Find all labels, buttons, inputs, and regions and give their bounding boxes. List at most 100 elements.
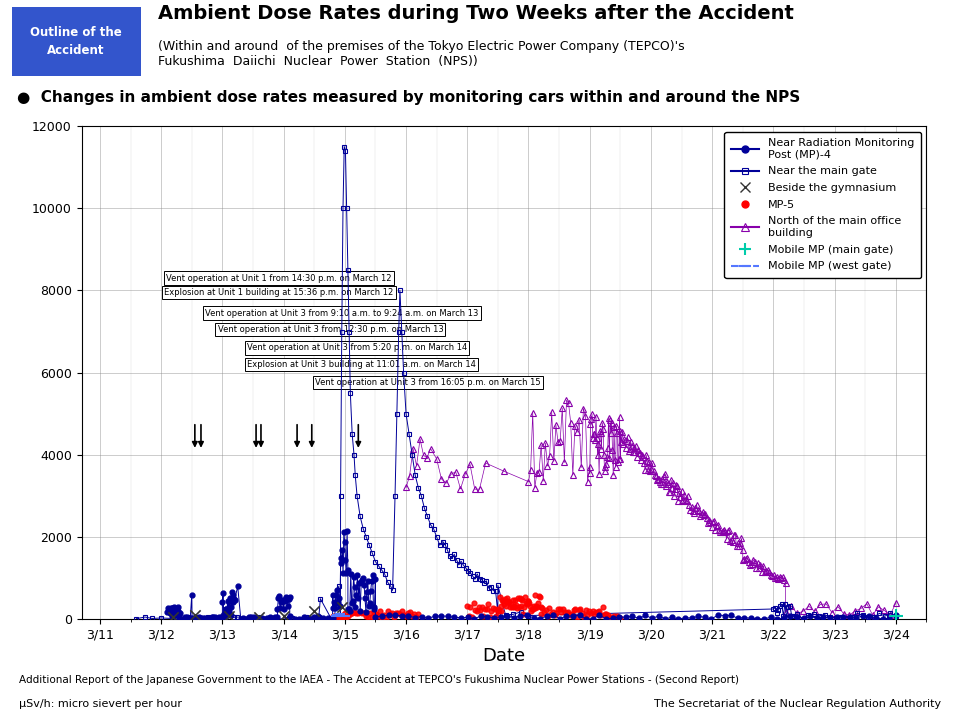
MP-5 — [384, 607, 399, 618]
Text: The Secretariat of the Nuclear Regulation Authority: The Secretariat of the Nuclear Regulatio… — [654, 699, 941, 709]
MP-5 — [360, 612, 375, 624]
MP-5 — [342, 608, 357, 620]
MP-5 — [540, 611, 555, 622]
MP-5 — [328, 611, 344, 622]
MP-5 — [573, 603, 588, 614]
Text: Ambient Dose Rates during Two Weeks after the Accident: Ambient Dose Rates during Two Weeks afte… — [158, 4, 794, 23]
Near the main gate — [328, 613, 340, 622]
Mobile MP (west gate) — [332, 608, 348, 620]
North of the main office
building — [400, 483, 412, 492]
Near Radiation Monitoring
Post (MP)-4 — [402, 612, 414, 621]
MP-5 — [330, 613, 346, 624]
MP-5 — [600, 608, 615, 620]
MP-5 — [533, 608, 548, 620]
MP-5 — [515, 595, 530, 606]
Line: Near the main gate: Near the main gate — [133, 144, 899, 621]
MP-5 — [350, 608, 366, 619]
Text: ●  Changes in ambient dose rates measured by monitoring cars within and around t: ● Changes in ambient dose rates measured… — [17, 91, 801, 106]
MP-5 — [484, 605, 499, 616]
MP-5 — [567, 603, 583, 615]
Near Radiation Monitoring
Post (MP)-4 — [161, 608, 173, 616]
Near Radiation Monitoring
Post (MP)-4 — [344, 607, 355, 616]
Beside the gymnasium — [187, 609, 203, 621]
MP-5 — [607, 610, 622, 621]
MP-5 — [571, 604, 587, 616]
MP-5 — [588, 606, 604, 618]
MP-5 — [507, 600, 522, 611]
MP-5 — [499, 597, 515, 608]
MP-5 — [356, 607, 372, 618]
MP-5 — [364, 612, 379, 624]
Near Radiation Monitoring
Post (MP)-4 — [890, 611, 901, 619]
MP-5 — [486, 603, 501, 614]
MP-5 — [477, 603, 492, 615]
Near the main gate — [339, 143, 350, 151]
MP-5 — [369, 608, 384, 620]
MP-5 — [590, 606, 606, 618]
MP-5 — [578, 604, 593, 616]
MP-5 — [347, 606, 362, 618]
MP-5 — [509, 599, 524, 611]
MP-5 — [409, 611, 424, 623]
Legend: Near Radiation Monitoring
Post (MP)-4, Near the main gate, Beside the gymnasium,: Near Radiation Monitoring Post (MP)-4, N… — [725, 132, 921, 278]
MP-5 — [492, 591, 507, 603]
Mobile MP (main gate) — [888, 610, 903, 621]
MP-5 — [539, 604, 554, 616]
MP-5 — [518, 598, 534, 609]
MP-5 — [468, 605, 483, 616]
Beside the gymnasium — [221, 610, 236, 621]
Beside the gymnasium — [166, 611, 181, 623]
MP-5 — [516, 601, 532, 613]
MP-5 — [600, 613, 615, 624]
Near Radiation Monitoring
Post (MP)-4 — [692, 612, 704, 621]
MP-5 — [411, 608, 426, 620]
MP-5 — [591, 605, 607, 616]
North of the main office
building — [705, 518, 716, 526]
MP-5 — [492, 606, 508, 617]
MP-5 — [511, 601, 526, 613]
X-axis label: Date: Date — [483, 647, 525, 665]
MP-5 — [396, 610, 412, 621]
MP-5 — [395, 606, 410, 617]
MP-5 — [547, 609, 563, 621]
Mobile MP (west gate) — [328, 610, 344, 621]
North of the main office
building — [569, 421, 581, 430]
MP-5 — [344, 607, 359, 618]
MP-5 — [530, 602, 545, 613]
Near Radiation Monitoring
Post (MP)-4 — [876, 614, 888, 623]
MP-5 — [491, 603, 506, 614]
Beside the gymnasium — [252, 611, 267, 623]
MP-5 — [501, 596, 516, 608]
North of the main office
building — [890, 599, 901, 608]
MP-5 — [489, 611, 504, 622]
MP-5 — [527, 589, 542, 600]
Beside the gymnasium — [276, 610, 291, 621]
MP-5 — [332, 611, 348, 623]
MP-5 — [504, 601, 519, 613]
MP-5 — [511, 593, 526, 604]
Text: Vent operation at Unit 1 from 14:30 p.m. on March 12: Vent operation at Unit 1 from 14:30 p.m.… — [166, 274, 392, 282]
MP-5 — [497, 593, 513, 604]
MP-5 — [354, 608, 370, 619]
MP-5 — [517, 592, 533, 603]
MP-5 — [461, 611, 476, 622]
Near the main gate — [444, 552, 455, 560]
MP-5 — [556, 603, 571, 615]
Text: Vent operation at Unit 3 from 12:30 p.m. on March 13: Vent operation at Unit 3 from 12:30 p.m.… — [218, 325, 444, 334]
FancyBboxPatch shape — [12, 6, 141, 76]
MP-5 — [380, 606, 396, 617]
MP-5 — [400, 608, 416, 619]
MP-5 — [466, 598, 481, 609]
MP-5 — [574, 607, 589, 618]
Near the main gate — [325, 614, 337, 623]
North of the main office
building — [626, 441, 637, 450]
MP-5 — [326, 613, 342, 624]
MP-5 — [585, 605, 600, 616]
MP-5 — [506, 601, 521, 613]
MP-5 — [610, 611, 625, 622]
Near Radiation Monitoring
Post (MP)-4 — [294, 615, 305, 624]
MP-5 — [398, 610, 414, 621]
MP-5 — [521, 598, 537, 609]
MP-5 — [493, 600, 509, 611]
Near the main gate — [336, 327, 348, 336]
